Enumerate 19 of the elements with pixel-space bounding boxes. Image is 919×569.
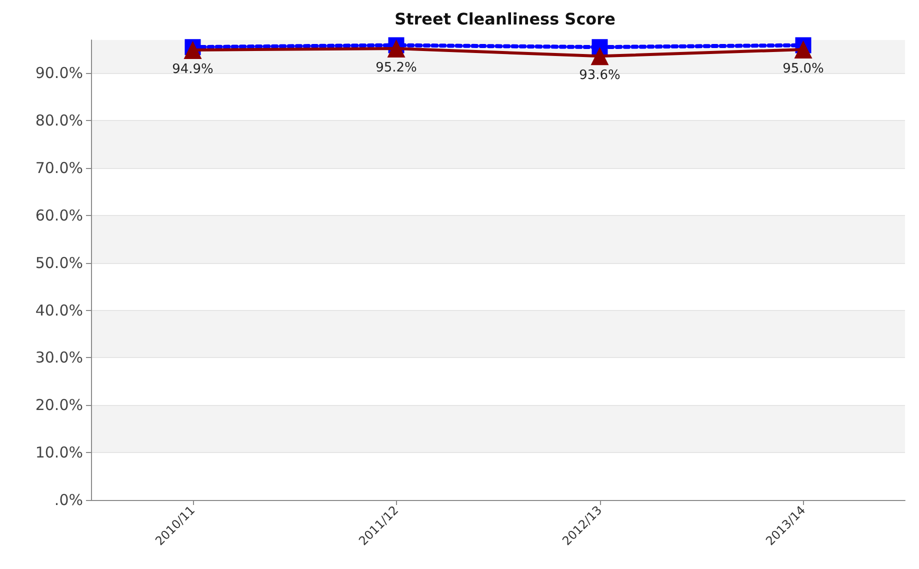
y-tick-label: 70.0%: [35, 159, 83, 178]
chart-title: Street Cleanliness Score: [394, 10, 616, 28]
point: [387, 40, 406, 58]
data-label: 95.0%: [782, 61, 824, 76]
y-tick-label: 10.0%: [35, 444, 83, 462]
y-tick-label: 40.0%: [35, 301, 83, 320]
y-tick-label: 80.0%: [35, 112, 83, 130]
y-tick-label: 60.0%: [35, 206, 83, 224]
point: [794, 40, 812, 58]
y-tick-label: 30.0%: [35, 348, 83, 367]
data-label: 95.2%: [376, 60, 417, 76]
y-tick-label: 50.0%: [35, 254, 83, 272]
data-label: 93.6%: [579, 68, 620, 84]
data-label: 94.9%: [172, 62, 214, 77]
point: [184, 40, 202, 59]
point: [590, 47, 609, 66]
y-tick-label: .0%: [54, 491, 83, 509]
y-tick-label: 90.0%: [35, 64, 83, 82]
y-tick-label: 20.0%: [35, 396, 83, 414]
